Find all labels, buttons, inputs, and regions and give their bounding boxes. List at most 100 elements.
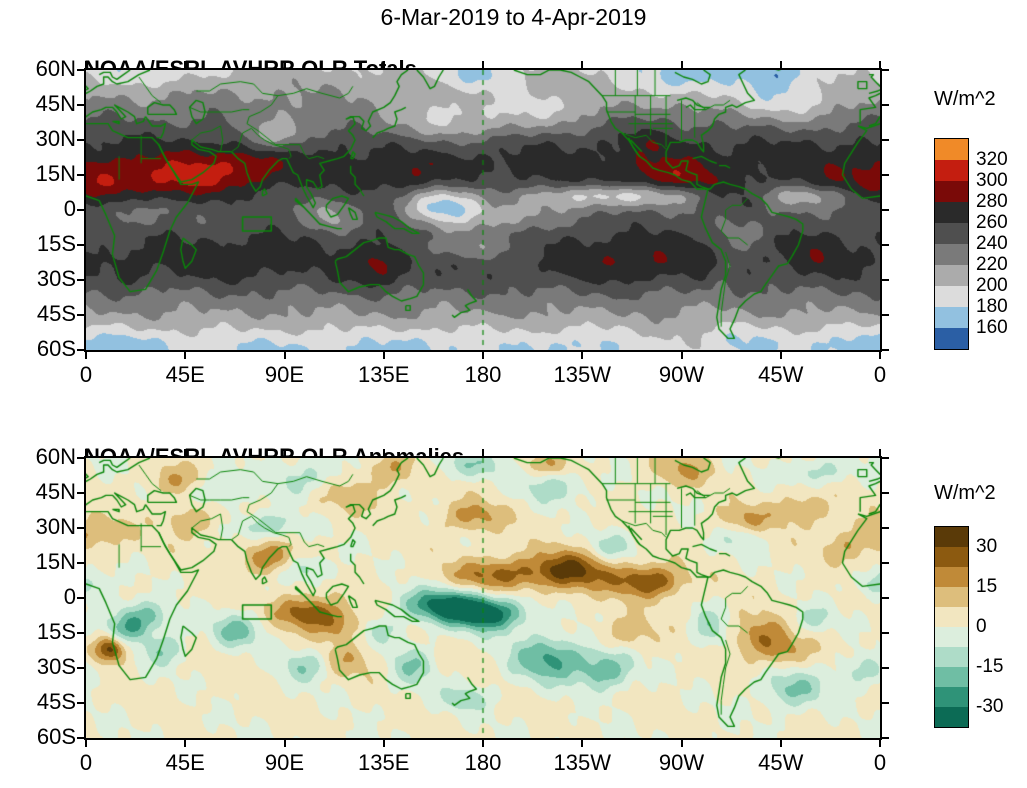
lon-tick-label: 90E xyxy=(264,362,305,387)
lat-tick-label: 45S xyxy=(36,689,76,714)
lon-tick-label: 45W xyxy=(758,750,804,775)
axis-tick xyxy=(680,449,683,456)
axis-tick xyxy=(581,740,584,747)
colorbar-tick-label: -15 xyxy=(976,656,1004,677)
lat-tick-label: 60N xyxy=(35,444,76,469)
lat-tick-label: 0 xyxy=(63,196,76,221)
axis-tick xyxy=(382,740,385,747)
lat-tick-label: 45S xyxy=(36,301,76,326)
colorbar-tick-label: 300 xyxy=(976,170,1008,191)
lon-tick-label: 180 xyxy=(464,362,502,387)
lat-tick-label: 30N xyxy=(35,126,76,151)
colorbar-cell xyxy=(935,223,968,244)
lat-tick-label: 15N xyxy=(35,549,76,574)
colorbar-tick-label: -30 xyxy=(976,696,1004,717)
colorbar-tick-label: 220 xyxy=(976,254,1008,275)
axis-tick xyxy=(77,457,84,459)
lon-tick-label: 90W xyxy=(658,362,705,387)
totals-colorbar-units-label: W/m^2 xyxy=(934,88,996,110)
axis-tick xyxy=(77,527,84,529)
lon-tick-label: 0 xyxy=(79,750,93,775)
axis-tick xyxy=(283,449,286,456)
axis-tick xyxy=(680,352,683,359)
colorbar-tick-label: 160 xyxy=(976,317,1008,338)
lat-tick-label: 15N xyxy=(35,161,76,186)
axis-tick xyxy=(882,457,889,459)
axis-tick xyxy=(77,104,84,106)
lon-tick-label: 90W xyxy=(658,750,705,775)
lat-tick-label: 60S xyxy=(36,336,76,361)
lon-tick-label: 0 xyxy=(79,362,93,387)
lon-tick-label: 0 xyxy=(873,362,887,387)
axis-tick xyxy=(779,61,782,68)
axis-tick xyxy=(77,244,84,246)
axis-tick xyxy=(882,69,889,71)
axis-tick xyxy=(882,702,889,704)
axis-tick xyxy=(779,449,782,456)
colorbar-cell xyxy=(935,527,968,547)
axis-tick xyxy=(85,61,87,68)
colorbar-cell xyxy=(935,687,968,707)
colorbar-cell xyxy=(935,265,968,286)
axis-tick xyxy=(77,737,84,739)
lon-tick-label: 135W xyxy=(553,362,611,387)
lon-tick-label: 45E xyxy=(165,750,205,775)
lat-tick-label: 15S xyxy=(36,619,76,644)
axis-tick xyxy=(77,562,84,564)
axis-tick xyxy=(382,449,385,456)
axis-tick xyxy=(77,139,84,141)
lat-tick-label: 30S xyxy=(36,266,76,291)
anomalies-colorbar: W/m^2 30 15 0 -15 -30 xyxy=(934,482,1026,728)
axis-tick xyxy=(85,352,87,359)
axis-tick xyxy=(882,632,889,634)
colorbar-cell xyxy=(935,202,968,223)
axis-tick xyxy=(77,349,84,351)
axis-tick xyxy=(283,61,286,68)
axis-tick xyxy=(882,527,889,529)
lat-tick-label: 15S xyxy=(36,231,76,256)
axis-tick xyxy=(879,740,881,747)
axis-tick xyxy=(77,279,84,281)
colorbar-tick-label: 0 xyxy=(976,616,987,637)
colorbar-cell xyxy=(935,607,968,627)
axis-tick xyxy=(77,69,84,71)
axis-tick xyxy=(184,740,187,747)
colorbar-cell xyxy=(935,567,968,587)
colorbar-cell xyxy=(935,707,968,727)
colorbar-cell xyxy=(935,587,968,607)
axis-tick xyxy=(879,61,881,68)
colorbar-cell xyxy=(935,286,968,307)
axis-tick xyxy=(680,740,683,747)
colorbar-cell xyxy=(935,328,968,349)
colorbar-tick-label: 260 xyxy=(976,212,1008,233)
lat-tick-label: 45N xyxy=(35,91,76,116)
lat-tick-label: 0 xyxy=(63,584,76,609)
anomalies-map: 0 45E 90E 135E 180 135W 90W 45W 0 60N 45N 30N 15N 0 15… xyxy=(36,445,889,775)
axis-tick xyxy=(882,314,889,316)
lat-tick-label: 60N xyxy=(35,56,76,81)
axis-tick xyxy=(882,209,889,211)
axis-tick xyxy=(77,632,84,634)
axis-tick xyxy=(882,104,889,106)
lon-tick-label: 90E xyxy=(264,750,305,775)
axis-tick xyxy=(882,139,889,141)
axis-tick xyxy=(779,352,782,359)
anomalies-colorbar-bar: 30 15 0 -15 -30 xyxy=(934,526,1003,728)
axis-tick xyxy=(879,352,881,359)
axis-tick xyxy=(581,61,584,68)
colorbar-cell xyxy=(935,627,968,647)
axis-tick xyxy=(77,174,84,176)
axis-tick xyxy=(482,352,484,359)
totals-map-canvas xyxy=(86,70,880,350)
totals-colorbar: W/m^2 320 300 280 260 240 220 200 180 160 xyxy=(934,88,1026,350)
panel-olr-anomalies: NOAA/ESRL AVHRR OLR Anomalies 045E90E135… xyxy=(0,426,1027,788)
axis-tick xyxy=(882,597,889,599)
axis-tick xyxy=(882,174,889,176)
axis-tick xyxy=(680,61,683,68)
axis-tick xyxy=(882,279,889,281)
axis-tick xyxy=(882,492,889,494)
axis-tick xyxy=(85,449,87,456)
colorbar-cell xyxy=(935,139,968,160)
lat-tick-label: 45N xyxy=(35,479,76,504)
